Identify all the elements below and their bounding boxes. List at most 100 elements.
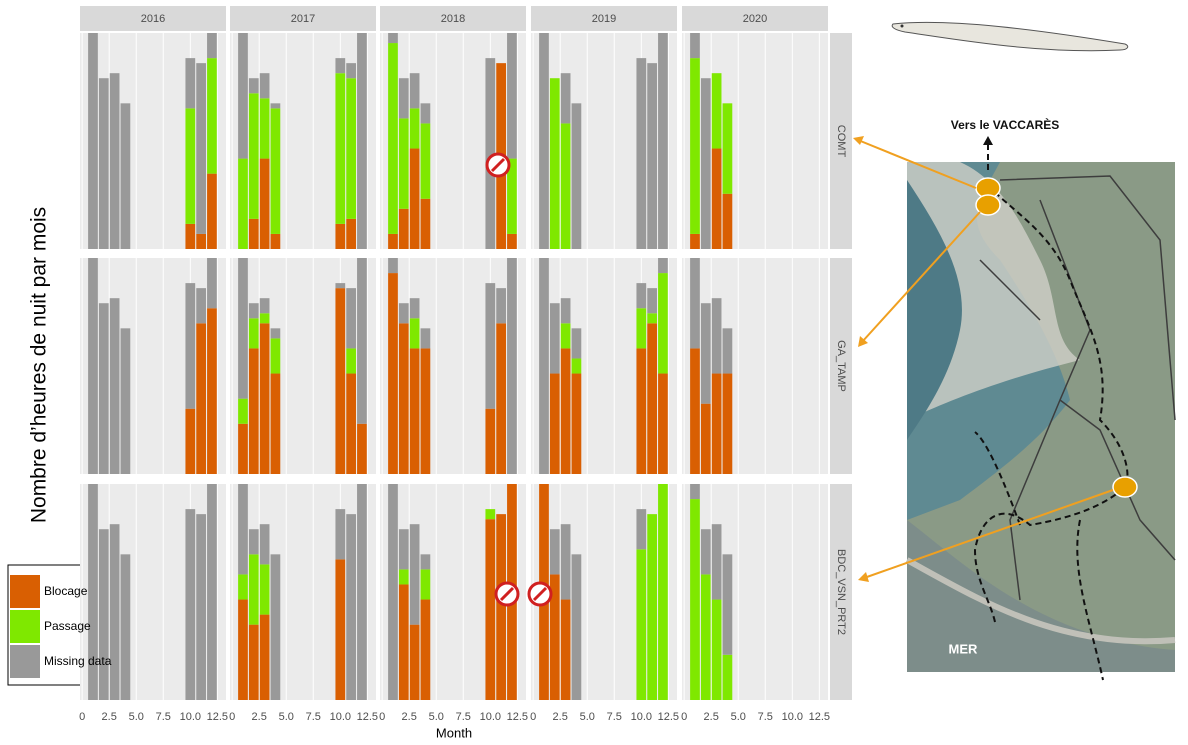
- map-label: MER: [949, 641, 979, 656]
- x-tick-label: 2.5: [402, 711, 417, 723]
- x-tick-label: 0: [681, 711, 687, 723]
- bar-segment: [722, 654, 733, 700]
- bar-segment: [357, 33, 367, 249]
- bar-segment: [196, 233, 206, 249]
- bar-segment: [636, 348, 647, 474]
- y-axis-title: Nombre d’heures de nuit par mois: [28, 207, 51, 523]
- bar-segment: [335, 509, 346, 560]
- bar-segment: [346, 78, 356, 219]
- facet-label: 2020: [743, 13, 767, 25]
- bar-segment: [357, 258, 367, 424]
- legend-label: Blocage: [44, 584, 88, 598]
- facet-strip: [380, 6, 526, 31]
- bar-segment: [185, 283, 196, 409]
- x-tick-label: 7.5: [758, 711, 773, 723]
- bar-segment: [658, 373, 668, 474]
- bar-segment: [711, 524, 722, 600]
- bar-segment: [259, 614, 270, 700]
- bar-segment: [388, 273, 398, 474]
- bar-segment: [549, 529, 560, 575]
- bar-segment: [711, 373, 722, 474]
- bar-segment: [420, 198, 431, 249]
- bar-segment: [238, 484, 248, 575]
- no-entry-icon: [532, 586, 548, 602]
- bar-segment: [270, 338, 281, 374]
- x-tick-label: 12.5: [507, 711, 528, 723]
- bar-segment: [711, 148, 722, 249]
- x-tick-label: 5.0: [429, 711, 444, 723]
- bar-segment: [98, 303, 109, 474]
- bar-segment: [560, 599, 571, 700]
- bar-segment: [259, 98, 270, 159]
- bar-segment: [647, 63, 657, 250]
- bar-segment: [196, 323, 206, 474]
- map: Vers le VACCARÈS MER: [853, 117, 1176, 681]
- facet-label: GA_TAMP: [835, 340, 847, 392]
- x-tick-label: 5.0: [731, 711, 746, 723]
- bar-segment: [398, 208, 409, 249]
- bar-segment: [398, 529, 409, 570]
- bar-segment: [398, 78, 409, 119]
- bar-segment: [539, 33, 549, 249]
- bar-segment: [549, 303, 560, 374]
- bar-segment: [700, 529, 711, 575]
- facet-label: 2018: [441, 13, 465, 25]
- x-tick-label: 5.0: [279, 711, 294, 723]
- bar-segment: [270, 233, 281, 249]
- bar-segment: [636, 308, 647, 349]
- bar-segment: [248, 624, 259, 700]
- bar-segment: [335, 58, 346, 74]
- bar-segment: [248, 554, 259, 625]
- bar-segment: [485, 408, 496, 474]
- bar-segment: [238, 574, 248, 600]
- x-tick-label: 2.5: [102, 711, 117, 723]
- bar-segment: [270, 103, 281, 109]
- bar-segment: [485, 519, 496, 700]
- bar-segment: [346, 514, 356, 700]
- bar-segment: [507, 33, 517, 159]
- bar-segment: [207, 484, 217, 700]
- facet-strip: [531, 6, 677, 31]
- bar-segment: [690, 233, 700, 249]
- bar-segment: [571, 103, 582, 249]
- bar-segment: [539, 258, 549, 474]
- bar-segment: [496, 514, 506, 700]
- bar-segment: [700, 78, 711, 249]
- bar-segment: [238, 398, 248, 424]
- bar-segment: [207, 33, 217, 59]
- bar-segment: [409, 318, 420, 349]
- bar-segment: [409, 624, 420, 700]
- facet-strip: [830, 258, 852, 474]
- bar-segment: [507, 258, 517, 474]
- bar-segment: [560, 298, 571, 324]
- bar-segment: [120, 554, 131, 700]
- bar-segment: [420, 569, 431, 600]
- bar-segment: [722, 193, 733, 249]
- bar-segment: [636, 509, 647, 550]
- bar-segment: [259, 564, 270, 615]
- facet-label: COMT: [835, 125, 847, 158]
- bar-segment: [409, 73, 420, 109]
- bar-segment: [357, 423, 367, 474]
- facet-strip: [230, 6, 376, 31]
- legend-swatch: [10, 645, 40, 678]
- bar-segment: [658, 33, 668, 249]
- bar-segment: [560, 73, 571, 124]
- bar-segment: [420, 328, 431, 349]
- no-entry-icon: [490, 157, 506, 173]
- x-tick-label: 0: [229, 711, 235, 723]
- bar-segment: [409, 298, 420, 319]
- bar-segment: [700, 574, 711, 700]
- x-tick-label: 5.0: [580, 711, 595, 723]
- bar-segment: [711, 298, 722, 374]
- bar-segment: [496, 288, 506, 324]
- bar-segment: [335, 73, 346, 224]
- bar-segment: [711, 599, 722, 700]
- bar-segment: [259, 524, 270, 565]
- legend-swatch: [10, 610, 40, 643]
- bar-segment: [571, 328, 582, 359]
- bar-segment: [420, 554, 431, 570]
- x-tick-label: 10.0: [180, 711, 201, 723]
- x-tick-label: 7.5: [156, 711, 171, 723]
